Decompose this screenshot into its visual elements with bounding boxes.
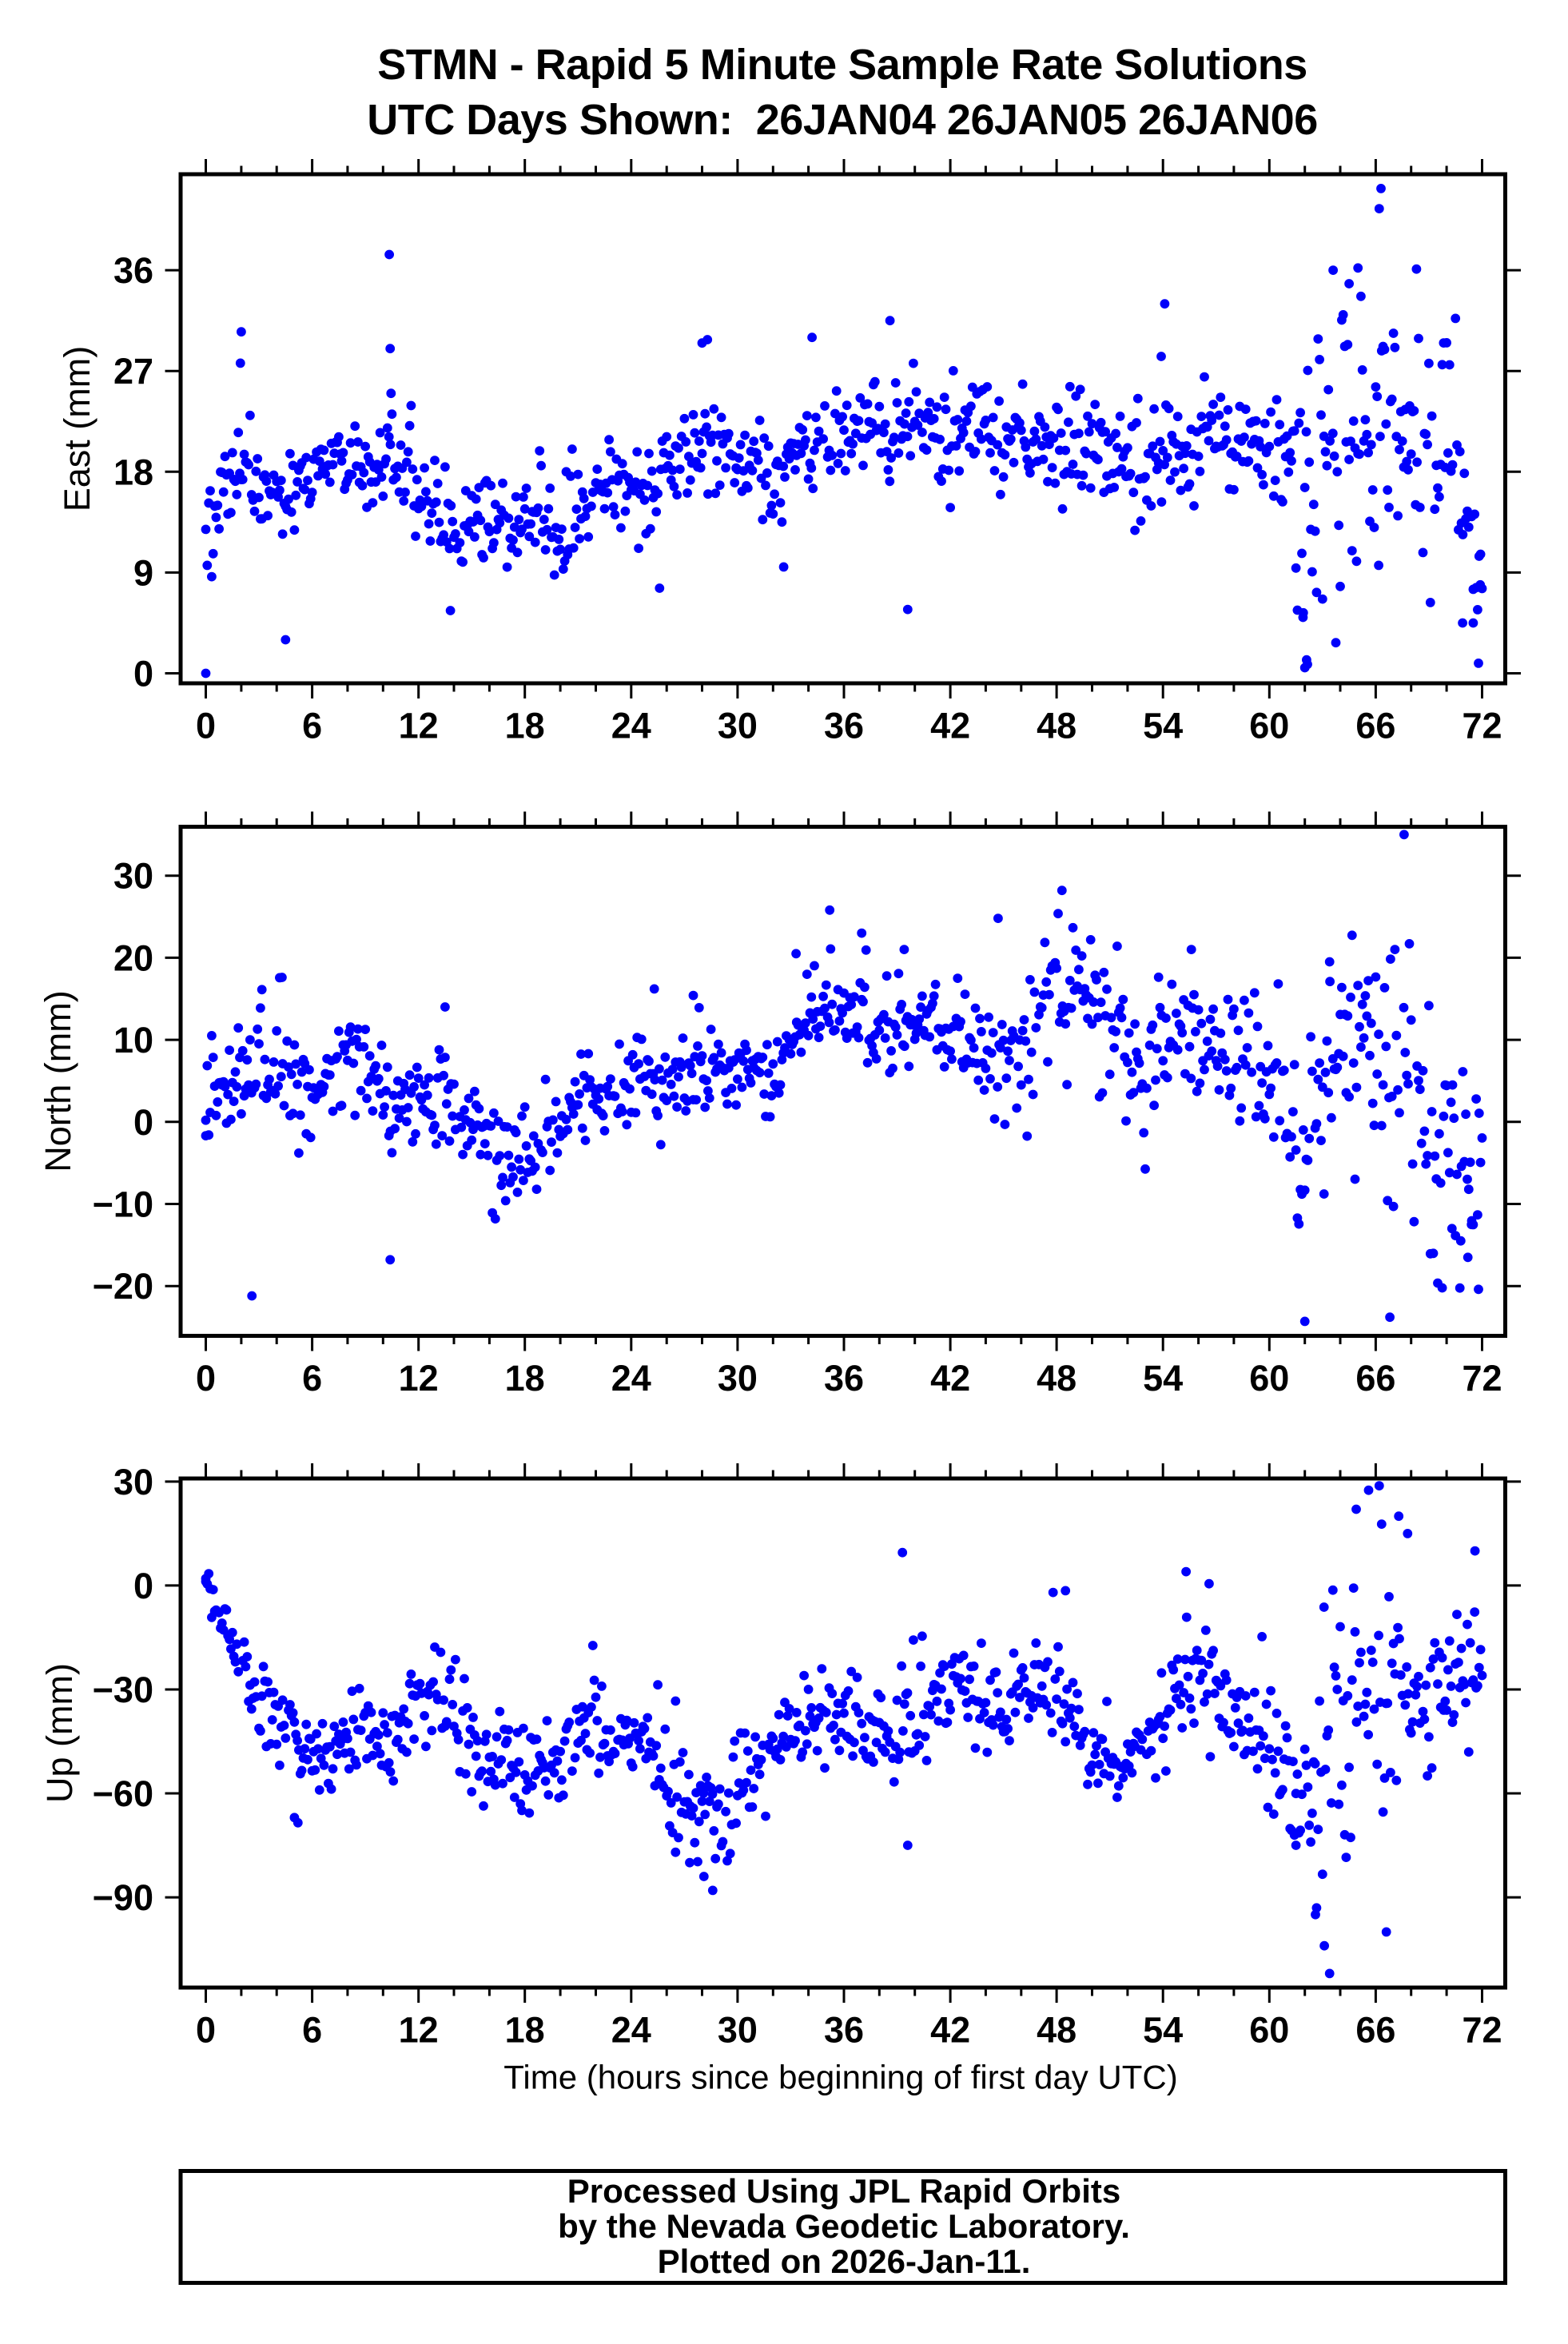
svg-text:0: 0 — [196, 1358, 216, 1399]
svg-text:27: 27 — [113, 351, 153, 392]
svg-text:0: 0 — [133, 1102, 153, 1143]
svg-text:60: 60 — [1249, 706, 1289, 746]
svg-text:18: 18 — [505, 706, 545, 746]
svg-text:30: 30 — [718, 1358, 758, 1399]
svg-text:6: 6 — [302, 706, 322, 746]
svg-text:30: 30 — [113, 856, 153, 897]
svg-text:North (mm): North (mm) — [38, 990, 78, 1172]
svg-text:10: 10 — [113, 1020, 153, 1061]
svg-text:30: 30 — [718, 706, 758, 746]
svg-text:6: 6 — [302, 2010, 322, 2051]
svg-text:72: 72 — [1462, 2010, 1502, 2051]
svg-text:East (mm): East (mm) — [57, 346, 98, 512]
svg-text:0: 0 — [133, 1566, 153, 1606]
svg-text:18: 18 — [505, 1358, 545, 1399]
svg-text:72: 72 — [1462, 1358, 1502, 1399]
svg-text:60: 60 — [1249, 1358, 1289, 1399]
svg-text:−20: −20 — [93, 1266, 153, 1307]
svg-text:36: 36 — [824, 2010, 864, 2051]
svg-text:by the Nevada Geodetic Laborat: by the Nevada Geodetic Laboratory. — [558, 2207, 1130, 2245]
svg-text:48: 48 — [1037, 1358, 1077, 1399]
svg-text:Time (hours since beginning of: Time (hours since beginning of first day… — [503, 2059, 1177, 2096]
svg-text:12: 12 — [399, 706, 439, 746]
svg-text:54: 54 — [1143, 706, 1183, 746]
svg-text:42: 42 — [930, 706, 970, 746]
svg-text:0: 0 — [196, 706, 216, 746]
svg-text:0: 0 — [133, 654, 153, 694]
svg-text:30: 30 — [113, 1462, 153, 1502]
svg-text:54: 54 — [1143, 1358, 1183, 1399]
svg-text:66: 66 — [1355, 2010, 1395, 2051]
svg-text:24: 24 — [611, 2010, 651, 2051]
svg-text:66: 66 — [1355, 1358, 1395, 1399]
svg-text:12: 12 — [399, 1358, 439, 1399]
svg-text:−10: −10 — [93, 1184, 153, 1225]
svg-text:−60: −60 — [93, 1773, 153, 1814]
svg-text:9: 9 — [133, 552, 153, 593]
svg-text:72: 72 — [1462, 706, 1502, 746]
svg-text:−90: −90 — [93, 1877, 153, 1918]
svg-text:0: 0 — [196, 2010, 216, 2051]
svg-text:Plotted on 2026-Jan-11.: Plotted on 2026-Jan-11. — [658, 2243, 1031, 2280]
svg-text:UTC Days Shown: 26JAN04 26JAN: UTC Days Shown: 26JAN04 26JAN05 26JAN06 — [367, 96, 1318, 144]
svg-text:6: 6 — [302, 1358, 322, 1399]
svg-text:42: 42 — [930, 1358, 970, 1399]
svg-text:24: 24 — [611, 1358, 651, 1399]
svg-text:36: 36 — [824, 1358, 864, 1399]
svg-text:60: 60 — [1249, 2010, 1289, 2051]
svg-text:20: 20 — [113, 937, 153, 978]
svg-text:66: 66 — [1355, 706, 1395, 746]
svg-text:48: 48 — [1037, 2010, 1077, 2051]
svg-text:42: 42 — [930, 2010, 970, 2051]
svg-text:18: 18 — [113, 452, 153, 492]
svg-text:18: 18 — [505, 2010, 545, 2051]
svg-text:STMN - Rapid 5 Minute Sample R: STMN - Rapid 5 Minute Sample Rate Soluti… — [377, 41, 1307, 89]
svg-text:30: 30 — [718, 2010, 758, 2051]
svg-text:54: 54 — [1143, 2010, 1183, 2051]
svg-text:24: 24 — [611, 706, 651, 746]
svg-text:Up (mm): Up (mm) — [39, 1663, 80, 1803]
svg-text:Processed Using JPL Rapid Orbi: Processed Using JPL Rapid Orbits — [567, 2172, 1120, 2210]
svg-text:36: 36 — [824, 706, 864, 746]
svg-text:48: 48 — [1037, 706, 1077, 746]
svg-text:−30: −30 — [93, 1669, 153, 1710]
svg-text:12: 12 — [399, 2010, 439, 2051]
svg-text:36: 36 — [113, 250, 153, 291]
